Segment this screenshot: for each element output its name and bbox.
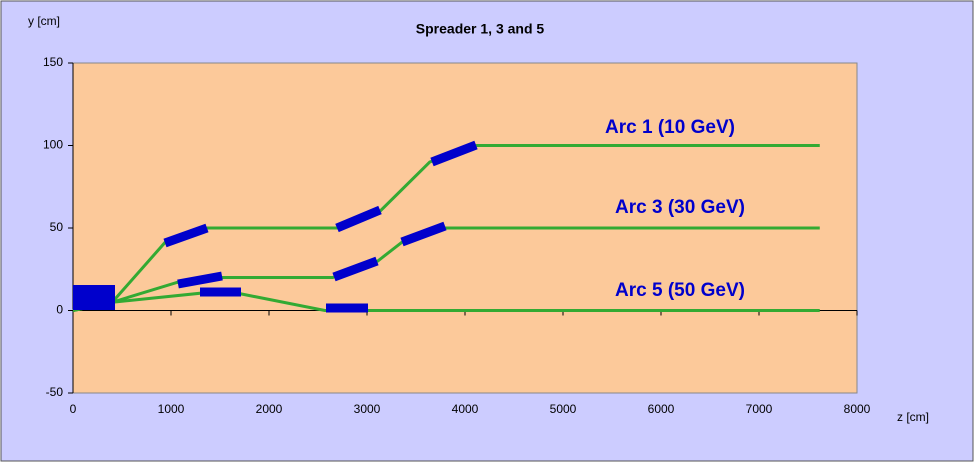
magnet: [335, 205, 382, 233]
magnets: [73, 140, 478, 313]
x-axis-label: z [cm]: [897, 410, 929, 424]
chart-title: Spreader 1, 3 and 5: [416, 21, 545, 37]
magnet: [73, 285, 115, 310]
y-tick-label: 50: [50, 220, 64, 234]
x-tick-label: 2000: [256, 402, 283, 416]
y-axis-label: y [cm]: [28, 14, 60, 28]
y-tick-label: 100: [43, 138, 63, 152]
x-tick-label: 3000: [354, 402, 381, 416]
x-tick-label: 8000: [844, 402, 871, 416]
series-label: Arc 5 (50 GeV): [615, 280, 745, 301]
x-tick-label: 0: [70, 402, 77, 416]
magnet: [332, 256, 379, 282]
x-tick-label: 5000: [550, 402, 577, 416]
y-tick-label: 0: [56, 303, 63, 317]
x-tick-label: 4000: [452, 402, 479, 416]
magnet: [400, 221, 447, 247]
series-label: Arc 3 (30 GeV): [615, 197, 745, 218]
x-tick-label: 1000: [158, 402, 185, 416]
series-label: Arc 1 (10 GeV): [605, 117, 735, 138]
magnet: [177, 271, 223, 289]
magnet: [430, 140, 478, 167]
x-tick-label: 6000: [648, 402, 675, 416]
magnet: [163, 223, 209, 248]
y-tick-label: -50: [46, 385, 64, 399]
x-tick-label: 7000: [746, 402, 773, 416]
y-tick-label: 150: [43, 55, 63, 69]
